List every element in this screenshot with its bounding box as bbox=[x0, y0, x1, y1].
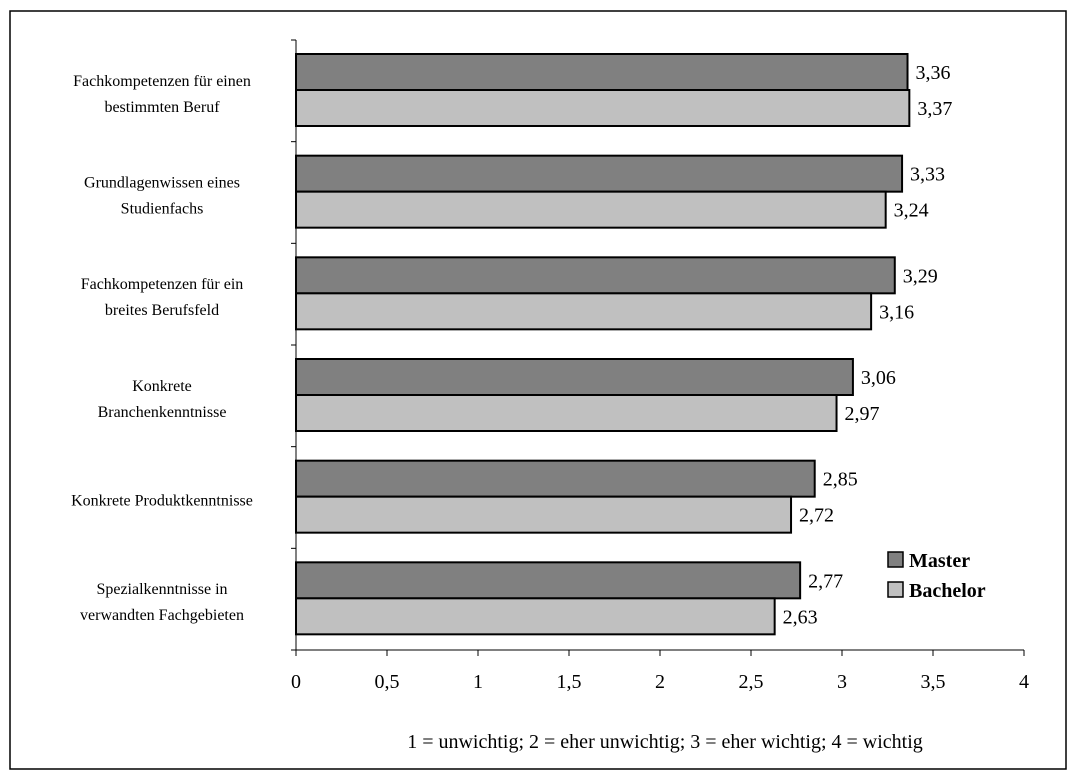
legend-swatch-bachelor bbox=[887, 581, 904, 598]
bar-master bbox=[295, 154, 904, 193]
category-label: Spezialkenntnisse in bbox=[96, 581, 227, 598]
category-label: Fachkompetenzen für einen bbox=[73, 73, 251, 90]
data-label-master: 3,06 bbox=[861, 367, 896, 389]
x-axis-title: 1 = unwichtig; 2 = eher unwichtig; 3 = e… bbox=[407, 731, 923, 753]
category-label: bestimmten Beruf bbox=[104, 99, 220, 116]
data-label-bachelor: 3,24 bbox=[894, 200, 929, 222]
category-label: Studienfachs bbox=[121, 201, 204, 218]
data-label-master: 3,33 bbox=[910, 164, 945, 186]
bar-bachelor bbox=[295, 190, 887, 229]
bar-bachelor bbox=[295, 495, 793, 534]
data-label-bachelor: 2,63 bbox=[783, 606, 818, 628]
data-label-master: 2,85 bbox=[823, 469, 858, 491]
data-label-master: 3,36 bbox=[916, 62, 951, 84]
legend-swatch-master bbox=[887, 551, 904, 568]
data-label-bachelor: 2,72 bbox=[799, 505, 834, 527]
data-label-bachelor: 2,97 bbox=[845, 403, 880, 425]
bar-master bbox=[295, 53, 909, 91]
bar-master bbox=[295, 358, 854, 396]
data-label-master: 2,77 bbox=[808, 570, 843, 592]
legend-label-master: Master bbox=[909, 550, 970, 572]
category-label: Branchenkenntnisse bbox=[98, 404, 227, 421]
x-tick-label: 3,5 bbox=[921, 671, 946, 693]
category-label: Fachkompetenzen für ein bbox=[81, 276, 244, 293]
plot-area: 0 0,5 1 1,5 2 2,5 3 3,5 4 1 = unwichtig; 2 = eher… bbox=[71, 39, 1029, 753]
category-label: breites Berufsfeld bbox=[105, 302, 219, 319]
bar-master bbox=[295, 256, 896, 295]
x-tick-label: 1 bbox=[473, 671, 483, 693]
category-label: verwandten Fachgebieten bbox=[80, 607, 244, 624]
bar-bachelor bbox=[295, 597, 776, 636]
data-label-bachelor: 3,16 bbox=[879, 301, 914, 323]
x-tick-label: 2,5 bbox=[739, 671, 764, 693]
x-tick-label: 3 bbox=[837, 671, 847, 693]
category-label: Grundlagenwissen eines bbox=[84, 175, 240, 192]
x-tick-label: 0 bbox=[291, 671, 301, 693]
bar-bachelor bbox=[295, 394, 838, 432]
x-tick-label: 4 bbox=[1019, 671, 1029, 693]
x-tick-label: 2 bbox=[655, 671, 665, 693]
bar-master bbox=[295, 561, 802, 600]
category-label: Konkrete bbox=[132, 378, 192, 395]
bar-master bbox=[295, 459, 816, 498]
bar-bachelor bbox=[295, 89, 911, 127]
bar-bachelor bbox=[295, 292, 873, 331]
x-tick-label: 0,5 bbox=[375, 671, 400, 693]
legend-label-bachelor: Bachelor bbox=[909, 580, 986, 602]
category-label: Konkrete Produktkenntnisse bbox=[71, 493, 253, 510]
data-label-master: 3,29 bbox=[903, 265, 938, 287]
x-tick-label: 1,5 bbox=[557, 671, 582, 693]
data-label-bachelor: 3,37 bbox=[917, 98, 952, 120]
